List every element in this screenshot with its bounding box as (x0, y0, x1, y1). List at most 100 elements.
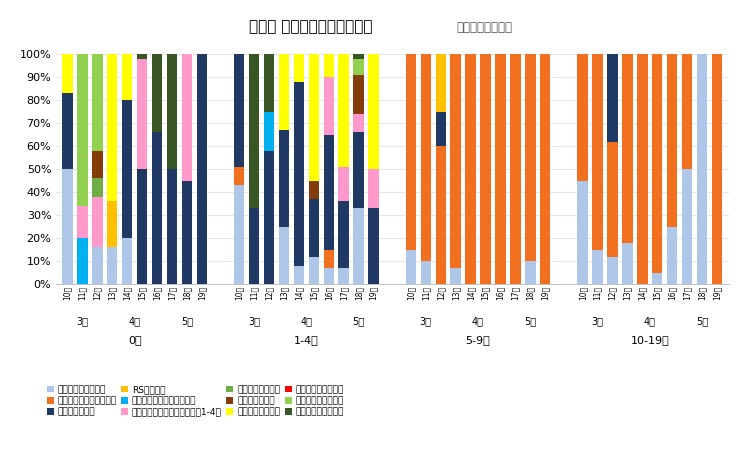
Bar (338, 201, 349, 268)
Bar (354, 132, 364, 208)
Bar (451, 268, 461, 284)
Bar (62, 54, 73, 93)
Bar (77, 206, 87, 238)
Bar (323, 135, 334, 250)
Bar (697, 54, 707, 284)
Bar (166, 169, 177, 284)
Bar (354, 54, 364, 59)
Bar (338, 268, 349, 284)
Bar (263, 54, 275, 112)
Bar (323, 250, 334, 268)
Bar (77, 238, 87, 284)
Bar (406, 54, 416, 250)
Bar (181, 180, 192, 284)
Bar (137, 59, 147, 169)
Bar (309, 257, 319, 284)
Bar (62, 93, 73, 169)
Bar (420, 261, 431, 284)
Bar (369, 208, 379, 284)
Bar (137, 54, 147, 59)
Bar (354, 114, 364, 132)
Text: 4月: 4月 (300, 316, 312, 327)
Bar (338, 54, 349, 167)
Bar (420, 54, 431, 261)
Bar (369, 169, 379, 208)
Text: 5-9歳: 5-9歳 (465, 335, 491, 345)
Bar (122, 100, 132, 238)
Bar (234, 167, 244, 185)
Bar (622, 243, 633, 284)
Bar (249, 54, 259, 208)
Bar (354, 59, 364, 75)
Bar (122, 54, 132, 100)
Bar (622, 54, 633, 243)
Bar (652, 54, 662, 272)
Bar (652, 272, 662, 284)
Bar (309, 54, 319, 180)
Bar (577, 180, 588, 284)
Bar (309, 199, 319, 257)
Text: 3月: 3月 (420, 316, 432, 327)
Bar (451, 54, 461, 268)
Bar (592, 54, 603, 250)
Text: 5月: 5月 (181, 316, 193, 327)
Bar (608, 142, 618, 257)
Bar (294, 54, 304, 82)
Bar (406, 250, 416, 284)
Bar (323, 54, 334, 77)
Bar (122, 238, 132, 284)
Bar (577, 54, 588, 180)
Bar (323, 268, 334, 284)
Bar (107, 54, 118, 201)
Bar (525, 54, 536, 261)
Bar (249, 208, 259, 284)
Bar (712, 54, 722, 284)
Text: 3月: 3月 (76, 316, 88, 327)
Bar (436, 112, 446, 146)
Text: （不検出を除く）: （不検出を除く） (457, 21, 513, 34)
Text: 4月: 4月 (472, 316, 484, 327)
Bar (525, 261, 536, 284)
Text: 0歳: 0歳 (128, 335, 141, 345)
Text: 4月: 4月 (644, 316, 656, 327)
Bar (480, 54, 491, 284)
Bar (294, 82, 304, 266)
Bar (667, 54, 677, 226)
Bar (592, 250, 603, 284)
Bar (181, 54, 192, 180)
Bar (166, 54, 177, 169)
Bar (92, 197, 103, 247)
Bar (608, 257, 618, 284)
Bar (436, 54, 446, 112)
Bar (92, 247, 103, 284)
Bar (152, 132, 162, 284)
Bar (92, 151, 103, 178)
Text: 10-19歳: 10-19歳 (630, 335, 669, 345)
Bar (234, 185, 244, 284)
Bar (436, 146, 446, 284)
Text: 5月: 5月 (352, 316, 365, 327)
Bar (682, 169, 693, 284)
Bar (354, 75, 364, 114)
Bar (263, 112, 275, 151)
Bar (667, 226, 677, 284)
Bar (279, 130, 289, 226)
Text: 3月: 3月 (248, 316, 260, 327)
Bar (309, 180, 319, 199)
Text: 5月: 5月 (696, 316, 708, 327)
Text: 年齢別 病原体検出割合の推移: 年齢別 病原体検出割合の推移 (249, 19, 372, 34)
Text: 5月: 5月 (524, 316, 536, 327)
Bar (294, 266, 304, 284)
Bar (608, 54, 618, 142)
Bar (234, 54, 244, 167)
Legend: 新型コロナウイルス, インフルエンザウイルス, ライノウイルス, RSウイルス, ヒトメタニューモウイルス, パラインフルエンザウイルス1-4型, ヒトボカウイ: 新型コロナウイルス, インフルエンザウイルス, ライノウイルス, RSウイルス,… (47, 385, 344, 417)
Bar (279, 54, 289, 130)
Bar (652, 43, 662, 54)
Bar (369, 54, 379, 169)
Bar (637, 54, 648, 284)
Bar (263, 151, 275, 284)
Bar (279, 226, 289, 284)
Text: 3月: 3月 (591, 316, 604, 327)
Bar (197, 54, 207, 284)
Bar (338, 167, 349, 201)
